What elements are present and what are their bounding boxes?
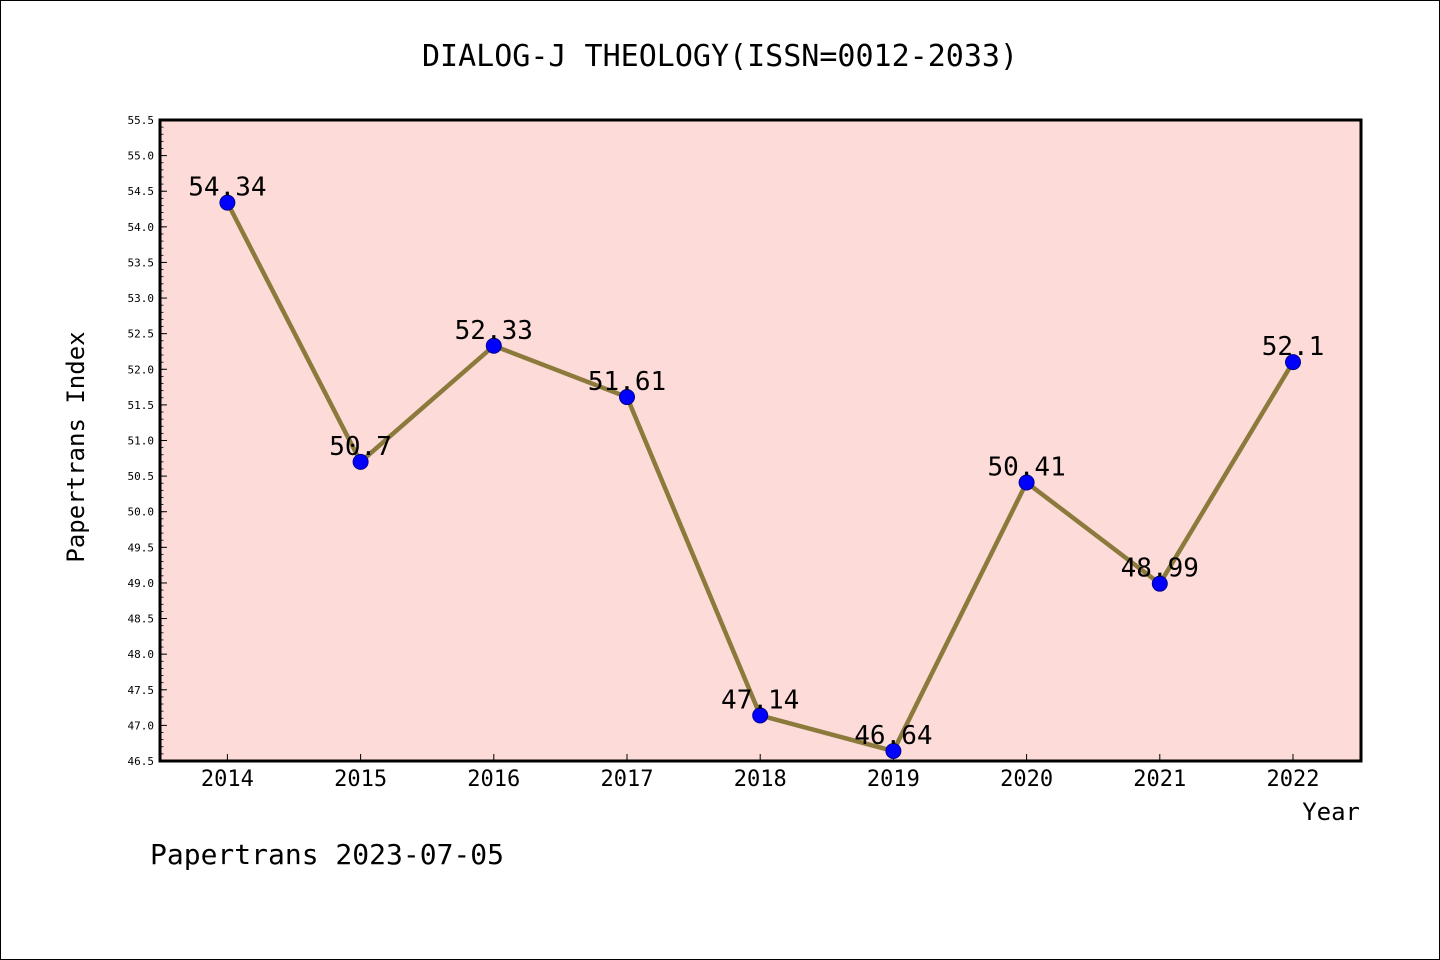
y-tick-label: 47.0	[128, 719, 155, 732]
data-point	[352, 453, 369, 470]
data-label: 54.34	[188, 173, 266, 203]
y-tick-label: 54.5	[128, 185, 155, 198]
x-axis-title: Year	[1302, 798, 1360, 826]
x-tick-label: 2022	[1267, 767, 1320, 792]
y-tick-label: 47.5	[128, 684, 155, 697]
data-label: 46.64	[854, 721, 932, 751]
x-tick-label: 2014	[201, 767, 254, 792]
y-axis-title: Papertrans Index	[62, 331, 90, 562]
x-tick-label: 2019	[867, 767, 920, 792]
y-tick-label: 51.0	[128, 435, 155, 448]
data-label: 50.41	[987, 453, 1065, 483]
y-axis: 46.5 47.0 47.5 48.0 48.5 49.0 49.5 50.0 50.5 51.0…	[128, 114, 167, 768]
data-label: 47.14	[721, 685, 799, 715]
y-tick-label: 50.0	[128, 506, 155, 519]
data-point	[885, 743, 902, 760]
y-tick-label: 49.0	[128, 577, 155, 590]
x-tick-label: 2021	[1133, 767, 1186, 792]
data-label: 50.7	[329, 432, 392, 462]
data-label: 48.99	[1121, 554, 1199, 584]
data-point	[1151, 575, 1168, 592]
y-tick-label: 55.5	[128, 114, 155, 127]
y-tick-label: 53.5	[128, 256, 155, 269]
y-tick-label: 48.0	[128, 648, 155, 661]
x-tick-label: 2016	[467, 767, 520, 792]
y-tick-label: 48.5	[128, 613, 155, 626]
data-label: 52.33	[455, 316, 533, 346]
data-point	[485, 337, 502, 354]
x-tick-label: 2020	[1000, 767, 1053, 792]
y-tick-label: 53.0	[128, 292, 155, 305]
y-tick-label: 49.5	[128, 541, 155, 554]
data-point	[619, 389, 635, 406]
data-point	[219, 194, 236, 211]
footer-note: Papertrans 2023-07-05	[150, 838, 504, 871]
x-tick-label: 2015	[334, 767, 387, 792]
plot-area	[160, 120, 1361, 761]
y-tick-label: 52.0	[128, 363, 155, 376]
data-point	[1018, 474, 1035, 491]
y-tick-label: 55.0	[128, 150, 155, 163]
data-point	[1285, 354, 1301, 371]
data-points	[219, 194, 1301, 760]
y-tick-label: 50.5	[128, 470, 155, 483]
x-axis: 2014 2015 2016 2017 2018 2019 2020 2021 2022	[201, 754, 1320, 792]
plot-border	[158, 118, 1363, 763]
y-tick-label: 54.0	[128, 221, 155, 234]
data-label: 51.61	[588, 367, 666, 397]
x-tick-label: 2017	[601, 767, 654, 792]
data-labels: 54.34 50.7 52.33 51.61 47.14 46.64 50.41 48.99 5…	[188, 173, 1324, 751]
x-tick-label: 2018	[734, 767, 787, 792]
data-point	[752, 707, 769, 724]
y-tick-label: 51.5	[128, 399, 155, 412]
data-label: 52.1	[1262, 332, 1325, 362]
chart-title: DIALOG-J THEOLOGY(ISSN=0012-2033)	[422, 39, 1018, 74]
y-tick-label: 52.5	[128, 328, 155, 341]
y-tick-label: 46.5	[128, 755, 155, 768]
